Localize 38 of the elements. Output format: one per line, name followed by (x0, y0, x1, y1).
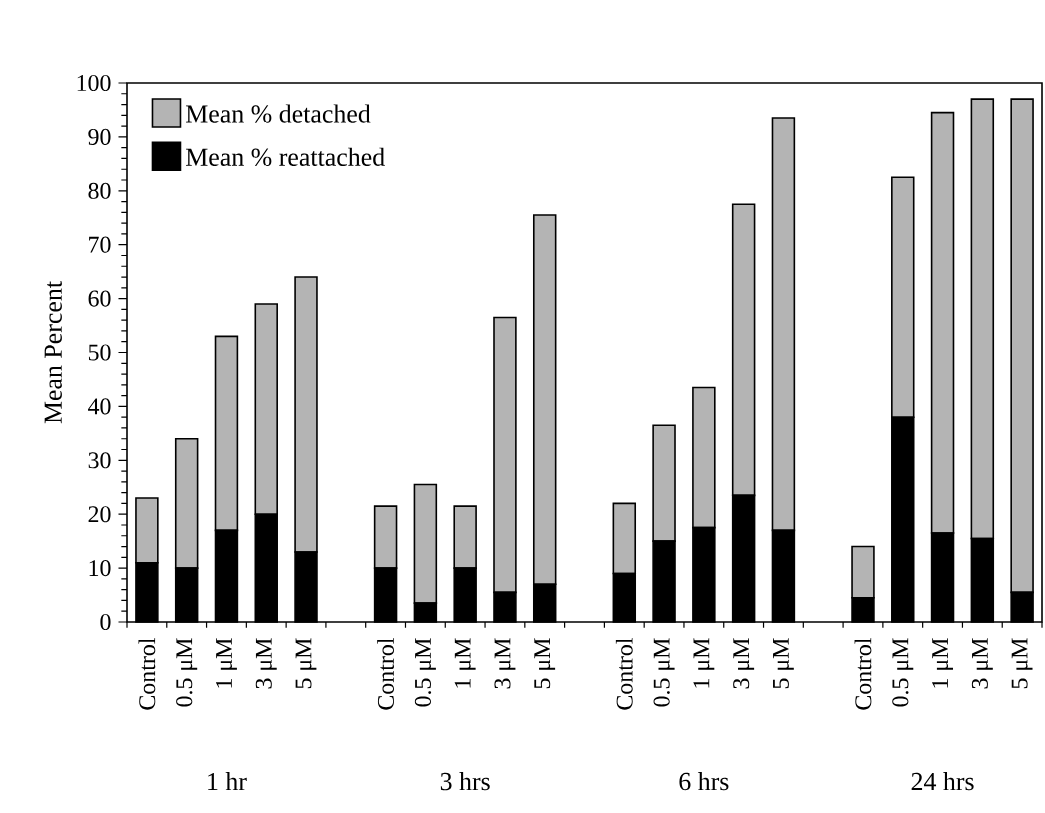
text: 6 hrs (679, 772, 729, 791)
x-tick-label: Control (377, 638, 394, 710)
x-tick-label: 5 μM (534, 638, 556, 689)
x-tick-label: Control (138, 638, 156, 710)
x-tick-label: 0.5 μM (176, 638, 198, 707)
legend-label: Mean % reattached (186, 147, 385, 167)
y-tick-label: 50 (88, 344, 111, 361)
x-tick-label: 1 μM (693, 638, 715, 688)
y-axis-title: Mean Percent (44, 281, 62, 424)
text: 3 hrs (440, 772, 490, 791)
x-tick-label: 3 μM (733, 638, 755, 689)
y-tick-label: 10 (89, 560, 111, 577)
y-tick-label: 0 (100, 613, 111, 631)
x-tick-label: 3 μM (971, 638, 993, 689)
x-tick-label: 1 μM (216, 638, 237, 688)
x-tick-label: 5 μM (295, 638, 317, 689)
y-tick-label: 100 (77, 74, 111, 92)
x-tick-label: Control (854, 638, 872, 710)
y-tick-label: 60 (88, 290, 111, 307)
x-tick-label: 3 μM (494, 638, 516, 689)
x-tick-label: 3 μM (255, 638, 277, 689)
legend-label: Mean % detached (186, 104, 371, 123)
x-tick-label: Control (615, 638, 633, 710)
y-tick-label: 80 (88, 182, 111, 199)
x-tick-label: 0.5 μM (653, 638, 675, 707)
x-tick-label: 5 μM (773, 638, 794, 689)
x-tick-label: 1 μM (932, 638, 954, 688)
y-tick-label: 70 (89, 236, 111, 253)
x-tick-label: 5 μM (1011, 638, 1033, 689)
x-tick-label: 1 μM (454, 638, 476, 688)
y-tick-label: 30 (88, 452, 111, 469)
x-tick-label: 0.5 μM (892, 638, 914, 707)
x-tick-label: 0.5 μM (414, 638, 436, 707)
y-tick-label: 40 (88, 398, 111, 415)
text: 1 hr (208, 772, 247, 790)
text: 24 hrs (911, 772, 974, 791)
y-tick-label: 90 (88, 128, 111, 145)
y-tick-label: 20 (88, 506, 111, 523)
